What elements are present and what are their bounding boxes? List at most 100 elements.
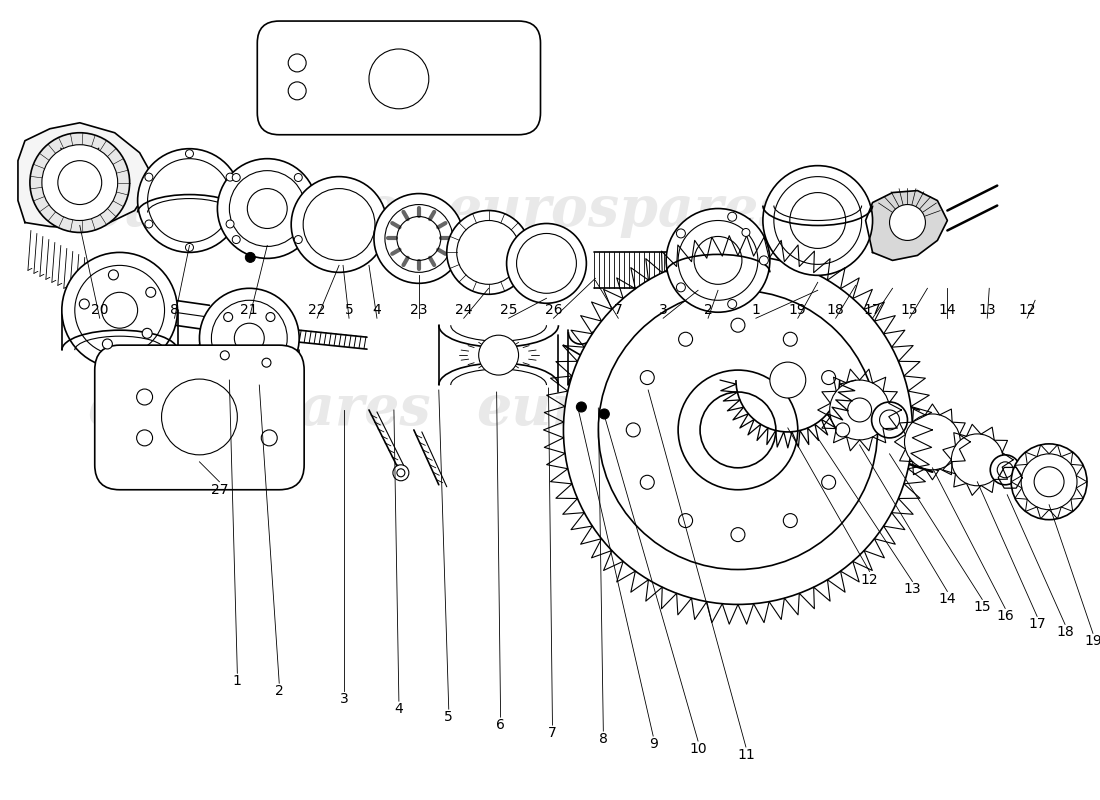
Text: 10: 10 <box>690 742 707 756</box>
Circle shape <box>393 465 409 481</box>
Text: eurospares: eurospares <box>88 183 431 238</box>
Circle shape <box>990 455 1020 485</box>
Text: 4: 4 <box>373 303 382 318</box>
Circle shape <box>447 210 530 294</box>
Circle shape <box>146 287 156 298</box>
Text: 2: 2 <box>704 303 713 318</box>
Circle shape <box>640 475 654 490</box>
Text: eurospares: eurospares <box>447 183 790 238</box>
Circle shape <box>368 49 429 109</box>
Text: 14: 14 <box>938 593 956 606</box>
Circle shape <box>138 149 241 253</box>
Circle shape <box>245 253 255 262</box>
Circle shape <box>1021 454 1077 510</box>
Circle shape <box>456 221 520 284</box>
Circle shape <box>774 177 861 264</box>
Text: 8: 8 <box>170 303 179 318</box>
Circle shape <box>266 313 275 322</box>
Text: 9: 9 <box>649 737 658 751</box>
Circle shape <box>759 256 769 265</box>
Circle shape <box>478 335 518 375</box>
Circle shape <box>79 299 89 309</box>
Text: 13: 13 <box>904 582 922 597</box>
Circle shape <box>227 220 234 228</box>
Circle shape <box>880 410 900 430</box>
Text: eurospares: eurospares <box>88 382 431 438</box>
Circle shape <box>728 212 737 222</box>
Circle shape <box>218 158 317 258</box>
Circle shape <box>211 300 287 376</box>
Circle shape <box>230 170 305 246</box>
Text: 7: 7 <box>548 726 557 740</box>
Text: 2: 2 <box>275 684 284 698</box>
Circle shape <box>199 288 299 388</box>
Circle shape <box>763 166 872 275</box>
Circle shape <box>848 398 871 422</box>
Text: 4: 4 <box>395 702 404 716</box>
Circle shape <box>101 292 138 328</box>
Text: 19: 19 <box>789 303 806 318</box>
Circle shape <box>145 173 153 181</box>
Text: 1: 1 <box>751 303 760 318</box>
Circle shape <box>679 514 693 527</box>
Circle shape <box>186 150 194 158</box>
Circle shape <box>220 351 229 360</box>
Circle shape <box>676 229 685 238</box>
Text: 23: 23 <box>410 303 428 318</box>
Circle shape <box>829 380 890 440</box>
Circle shape <box>741 229 750 237</box>
Circle shape <box>374 194 464 283</box>
Circle shape <box>295 174 302 182</box>
Circle shape <box>62 253 177 368</box>
Text: 12: 12 <box>861 573 879 586</box>
Circle shape <box>385 205 453 272</box>
Text: 22: 22 <box>308 303 326 318</box>
Circle shape <box>517 234 576 294</box>
Text: eurospares: eurospares <box>476 382 820 438</box>
Text: 19: 19 <box>1085 634 1100 648</box>
Circle shape <box>783 332 798 346</box>
Circle shape <box>732 318 745 332</box>
Circle shape <box>732 528 745 542</box>
Polygon shape <box>866 190 947 260</box>
Circle shape <box>822 370 836 385</box>
Circle shape <box>234 323 264 353</box>
Text: 16: 16 <box>997 610 1014 623</box>
Circle shape <box>1011 444 1087 520</box>
Circle shape <box>676 283 685 292</box>
Circle shape <box>822 475 836 490</box>
Circle shape <box>42 145 118 221</box>
Circle shape <box>75 266 165 355</box>
Text: 17: 17 <box>864 303 881 318</box>
Circle shape <box>136 430 153 446</box>
Text: 12: 12 <box>1019 303 1036 318</box>
Text: 11: 11 <box>737 748 755 762</box>
Circle shape <box>262 430 277 446</box>
Polygon shape <box>18 122 150 229</box>
Circle shape <box>136 389 153 405</box>
Circle shape <box>304 189 375 260</box>
Circle shape <box>288 54 306 72</box>
Text: 5: 5 <box>444 710 453 724</box>
Circle shape <box>678 370 798 490</box>
Text: 27: 27 <box>210 482 228 497</box>
Circle shape <box>109 270 119 280</box>
Circle shape <box>728 299 737 309</box>
Text: 5: 5 <box>344 303 353 318</box>
Circle shape <box>102 339 112 349</box>
Text: 15: 15 <box>974 601 991 614</box>
Circle shape <box>248 189 287 229</box>
Text: 14: 14 <box>938 303 956 318</box>
Circle shape <box>576 402 586 412</box>
Circle shape <box>145 220 153 228</box>
Circle shape <box>507 223 586 303</box>
Text: 7: 7 <box>614 303 623 318</box>
Circle shape <box>694 237 741 284</box>
FancyBboxPatch shape <box>95 345 305 490</box>
Circle shape <box>292 177 387 272</box>
Text: 1: 1 <box>233 674 242 688</box>
Circle shape <box>262 358 271 367</box>
Circle shape <box>871 402 908 438</box>
Circle shape <box>30 133 130 233</box>
Circle shape <box>783 514 798 527</box>
